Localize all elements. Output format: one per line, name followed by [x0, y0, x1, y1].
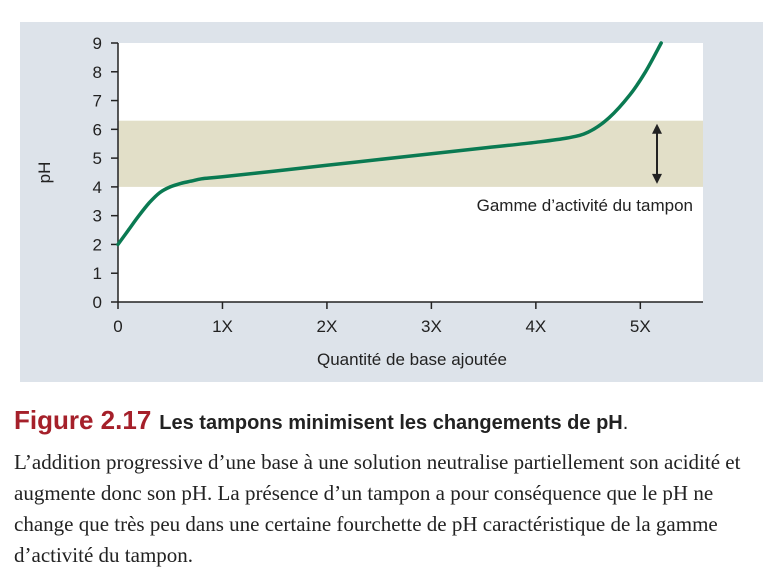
y-axis-label: pH	[35, 162, 54, 184]
x-axis-label: Quantité de base ajoutée	[317, 350, 507, 369]
x-axis: 0 1X 2X 3X 4X 5X	[113, 301, 703, 336]
y-tick-label: 9	[93, 34, 102, 53]
caption-body: L’addition progressive d’une base à une …	[14, 450, 741, 567]
x-tick-label: 3X	[421, 317, 442, 336]
figure-caption: Figure 2.17 Les tampons minimisent les ch…	[14, 404, 774, 571]
ph-curve-line	[116, 41, 663, 247]
y-tick-label: 5	[93, 149, 102, 168]
x-tick-label: 4X	[525, 317, 546, 336]
caption-heading-end: .	[622, 412, 629, 434]
y-tick-label: 8	[93, 63, 102, 82]
x-tick-label: 1X	[212, 317, 233, 336]
x-tick-label: 0	[113, 317, 122, 336]
x-tick-label: 2X	[317, 317, 338, 336]
y-axis: 0 1 2 3 4 5 6 7 8 9	[93, 34, 119, 312]
y-tick-label: 1	[93, 264, 102, 283]
y-tick-label: 0	[93, 293, 102, 312]
y-tick-label: 7	[93, 92, 102, 111]
buffer-ph-chart: 0 1 2 3 4 5 6 7 8 9 0 1X 2X 3X 4X 5X Gamme d’activité …	[35, 34, 703, 369]
y-tick-label: 6	[93, 120, 102, 139]
arrow-head-down	[652, 173, 662, 184]
caption-title: Figure 2.17 Les tampons minimisent les ch…	[14, 404, 774, 441]
caption-heading: Les tampons minimisent les changements d…	[159, 412, 623, 434]
y-tick-label: 3	[93, 207, 102, 226]
buffer-range-arrow	[652, 123, 662, 184]
arrow-head-up	[652, 123, 662, 134]
y-tick-label: 2	[93, 235, 102, 254]
x-tick-label: 5X	[630, 317, 651, 336]
figure-number: Figure 2.17	[14, 405, 152, 435]
y-tick-label: 4	[93, 178, 102, 197]
buffer-range-label: Gamme d’activité du tampon	[477, 196, 693, 215]
